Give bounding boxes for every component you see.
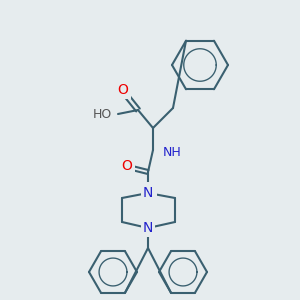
Text: N: N <box>143 221 153 235</box>
Text: NH: NH <box>163 146 182 160</box>
Text: HO: HO <box>93 107 112 121</box>
Text: O: O <box>122 159 132 173</box>
Text: N: N <box>143 186 153 200</box>
Text: O: O <box>118 83 128 97</box>
Text: N: N <box>145 184 155 198</box>
